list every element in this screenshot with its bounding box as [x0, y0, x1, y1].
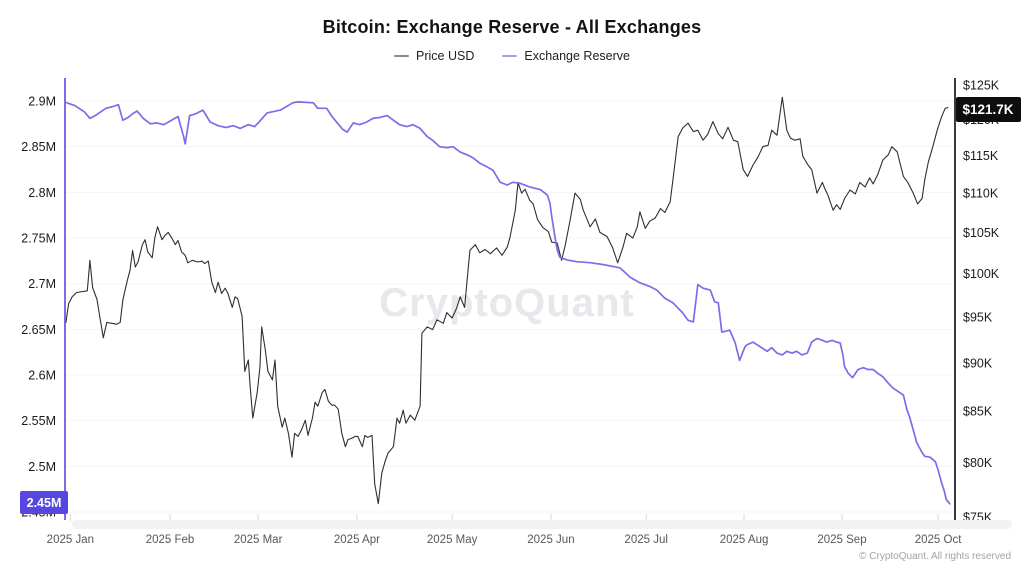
- plot-area[interactable]: [65, 78, 955, 520]
- reserve-axis-tick-label: 2.75M: [21, 232, 56, 246]
- chart-title: Bitcoin: Exchange Reserve - All Exchange…: [322, 17, 702, 37]
- reserve-axis-tick-label: 2.7M: [28, 277, 56, 291]
- chart-series-layer: [65, 96, 951, 505]
- cryptoquant-watermark: CryptoQuant: [379, 281, 634, 325]
- price-axis-tick-label: $100K: [963, 267, 1000, 281]
- reserve-axis-tick-label: 2.9M: [28, 95, 56, 109]
- reserve-axis-tick-label: 2.8M: [28, 186, 56, 200]
- chart-legend: Price USD Exchange Reserve: [0, 49, 1024, 63]
- price-axis-tick-label: $80K: [963, 456, 993, 470]
- reserve-current-badge: [20, 491, 68, 514]
- reserve-line: [65, 101, 951, 505]
- chart-base-layer: 2.9M 2.85M 2.8M 2.75M 2.7M 2.65M 2.6M 2.55M 2.5M…: [21, 79, 1000, 547]
- reserve-axis-tick-label: 2.85M: [21, 140, 56, 154]
- reserve-current-value: 2.45M: [27, 496, 62, 510]
- legend-label-price: Price USD: [416, 49, 475, 63]
- legend-label-reserve: Exchange Reserve: [524, 49, 630, 63]
- reserve-axis-tick-label: 2.55M: [21, 414, 56, 428]
- price-axis-tick-label: $90K: [963, 356, 993, 370]
- x-axis-month-label: 2025 Jun: [527, 534, 574, 546]
- timeline-strip[interactable]: [72, 520, 1012, 529]
- reserve-axis-tick-label: 2.65M: [21, 323, 56, 337]
- legend-item-price[interactable]: Price USD: [394, 49, 474, 63]
- price-axis-tick-label: $125K: [963, 79, 1000, 93]
- x-axis-month-label: 2025 Feb: [146, 534, 195, 546]
- legend-item-reserve[interactable]: Exchange Reserve: [502, 49, 630, 63]
- price-axis-tick-label: $105K: [963, 226, 1000, 240]
- reserve-axis-tick-label: 2.5M: [28, 460, 56, 474]
- price-current-value: $121.7K: [962, 102, 1013, 117]
- price-axis-tick-label: $115K: [963, 149, 999, 163]
- x-axis-month-label: 2025 Sep: [817, 534, 866, 546]
- copyright-notice: © CryptoQuant. All rights reserved: [859, 551, 1011, 562]
- legend-dash-reserve: [502, 55, 518, 57]
- legend-dash-price: [394, 55, 410, 57]
- x-axis-month-label: 2025 Apr: [334, 534, 380, 546]
- price-axis-tick-label: $110K: [963, 187, 999, 201]
- price-current-badge: [956, 97, 1021, 122]
- x-axis-month-label: 2025 Aug: [720, 534, 769, 546]
- price-line: [65, 96, 949, 505]
- x-axis-month-label: 2025 Oct: [915, 534, 962, 546]
- price-axis-tick-label: $95K: [963, 311, 993, 325]
- x-axis-month-label: 2025 Jul: [624, 534, 667, 546]
- x-axis-month-label: 2025 Jan: [47, 534, 94, 546]
- x-axis-month-label: 2025 May: [427, 534, 478, 546]
- reserve-axis-tick-label: 2.6M: [28, 369, 56, 383]
- price-axis-tick-label: $85K: [963, 405, 993, 419]
- x-axis-month-label: 2025 Mar: [234, 534, 283, 546]
